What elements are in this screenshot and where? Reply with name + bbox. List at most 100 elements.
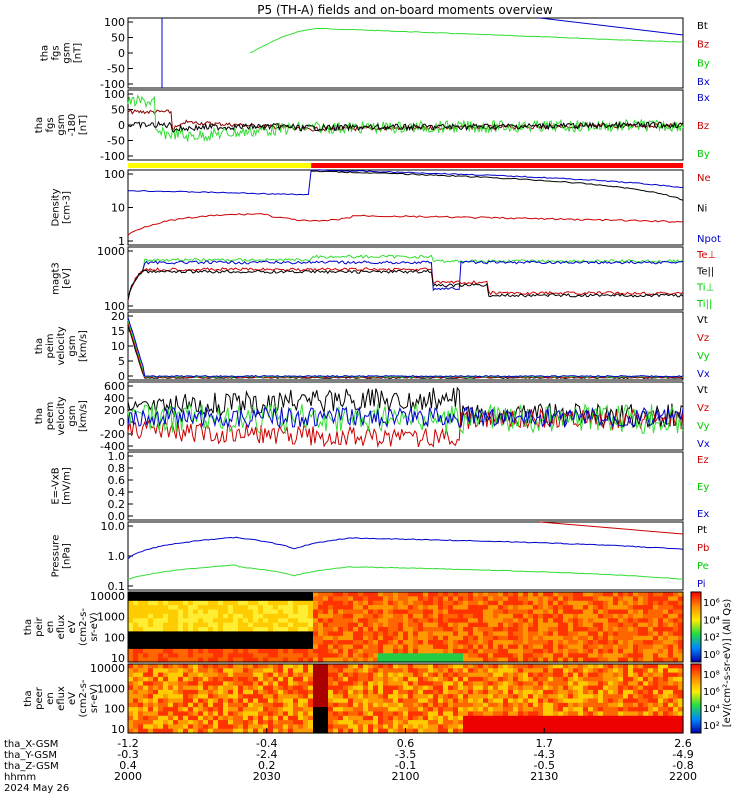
spectrogram-cell <box>308 724 314 730</box>
spectrogram-cell <box>603 676 609 682</box>
spectrogram-cell <box>578 707 584 712</box>
spectrogram-cell <box>248 605 254 611</box>
spectrogram-cell <box>533 592 539 597</box>
pe-series <box>127 564 684 580</box>
spectrogram-cell <box>528 681 534 687</box>
spectrogram-cell <box>138 631 144 637</box>
spectrogram-cell <box>563 702 569 708</box>
spectrogram-cell <box>478 698 484 704</box>
spectrogram-cell <box>528 724 534 730</box>
spectrogram-cell <box>373 657 379 663</box>
spectrogram-cell <box>633 648 639 654</box>
spectrogram-cell <box>378 685 384 691</box>
spectrogram-cell <box>278 689 284 695</box>
spectrogram-cell <box>268 672 274 678</box>
spectrogram-cell <box>573 627 579 632</box>
spectrogram-cell <box>518 676 524 682</box>
spectrogram-cell <box>673 685 679 691</box>
spectrogram-cell <box>468 668 474 674</box>
spectrogram-cell <box>613 664 619 669</box>
spectrogram-cell <box>653 631 659 637</box>
spectrogram-cell <box>253 657 259 663</box>
spectrogram-cell <box>388 676 394 682</box>
spectrogram-cell <box>488 694 494 700</box>
spectrogram-cell <box>473 627 479 632</box>
spectrogram-cell <box>338 672 344 678</box>
spectrogram-cell <box>138 592 144 597</box>
spectrogram-cell <box>288 600 294 606</box>
spectrogram-cell <box>173 672 179 678</box>
spectrogram-cell <box>163 622 169 628</box>
spectrogram-cell <box>133 592 139 597</box>
spectrogram-cell <box>293 627 299 632</box>
spectrogram-cell <box>338 605 344 611</box>
spectrogram-cell <box>328 635 334 641</box>
spectrogram-cell <box>243 648 249 654</box>
spectrogram-cell <box>543 711 549 717</box>
spectrogram-cell <box>128 648 134 654</box>
spectrogram-cell <box>183 676 189 682</box>
spectrogram-cell <box>193 640 199 646</box>
legend-entry: Bz <box>697 40 709 51</box>
spectrogram-cell <box>193 702 199 708</box>
spectrogram-cell <box>348 648 354 654</box>
spectrogram-cell <box>498 609 504 615</box>
spectrogram-cell <box>638 600 644 606</box>
spectrogram-cell <box>358 707 364 712</box>
spectrogram-cell <box>148 613 154 619</box>
spectrogram-cell <box>368 711 374 717</box>
spectrogram-cell <box>548 622 554 628</box>
spectrogram-cell <box>518 672 524 678</box>
spectrogram-cell <box>658 631 664 637</box>
spectrogram-cell <box>418 724 424 730</box>
spectrogram-cell <box>438 664 444 669</box>
spectrogram-cell <box>273 728 279 734</box>
spectrogram-cell <box>198 609 204 615</box>
spectrogram-cell <box>423 648 429 654</box>
spectrogram-cell <box>203 720 209 725</box>
spectrogram-cell <box>538 689 544 695</box>
spectrogram-cell <box>143 622 149 628</box>
spectrogram-cell <box>253 592 259 597</box>
spectrogram-cell <box>673 635 679 641</box>
spectrogram-cell <box>288 592 294 597</box>
spectrogram-cell <box>353 657 359 663</box>
spectrogram-cell <box>338 648 344 654</box>
spectrogram-cell <box>248 715 254 721</box>
spectrogram-cell <box>188 648 194 654</box>
spectrogram-cell <box>168 715 174 721</box>
spectrogram-cell <box>263 672 269 678</box>
spectrogram-cell <box>513 702 519 708</box>
spectrogram-cell <box>653 720 659 725</box>
spectrogram-cell <box>428 724 434 730</box>
spectrogram-cell <box>353 600 359 606</box>
spectrogram-cell <box>668 609 674 615</box>
spectrogram-cell <box>338 622 344 628</box>
spectrogram-cell <box>163 702 169 708</box>
spectrogram-cell <box>378 676 384 682</box>
spectrogram-cell <box>373 668 379 674</box>
spectrogram-cell <box>373 622 379 628</box>
spectrogram-cell <box>353 613 359 619</box>
spectrogram-cell <box>173 609 179 615</box>
spectrogram-cell <box>228 618 234 624</box>
spectrogram-cell <box>163 707 169 712</box>
y-label-line: gsm <box>67 405 78 426</box>
spectrogram-cell <box>628 644 634 650</box>
spectrogram-cell <box>428 664 434 669</box>
spectrogram-cell <box>143 640 149 646</box>
spectrogram-cell <box>293 707 299 712</box>
spectrogram-cell <box>568 613 574 619</box>
spectrogram-cell <box>188 657 194 663</box>
spectrogram-cell <box>643 672 649 678</box>
spectrogram-cell <box>413 689 419 695</box>
y-tick-label: 600 <box>104 380 125 393</box>
spectrogram-cell <box>343 672 349 678</box>
spectrogram-cell <box>498 644 504 650</box>
spectrogram-cell <box>608 605 614 611</box>
legend-entry: Vz <box>697 333 709 344</box>
spectrogram-cell <box>148 715 154 721</box>
spectrogram-cell <box>363 689 369 695</box>
spectrogram-cell <box>558 672 564 678</box>
spectrogram-cell <box>578 668 584 674</box>
